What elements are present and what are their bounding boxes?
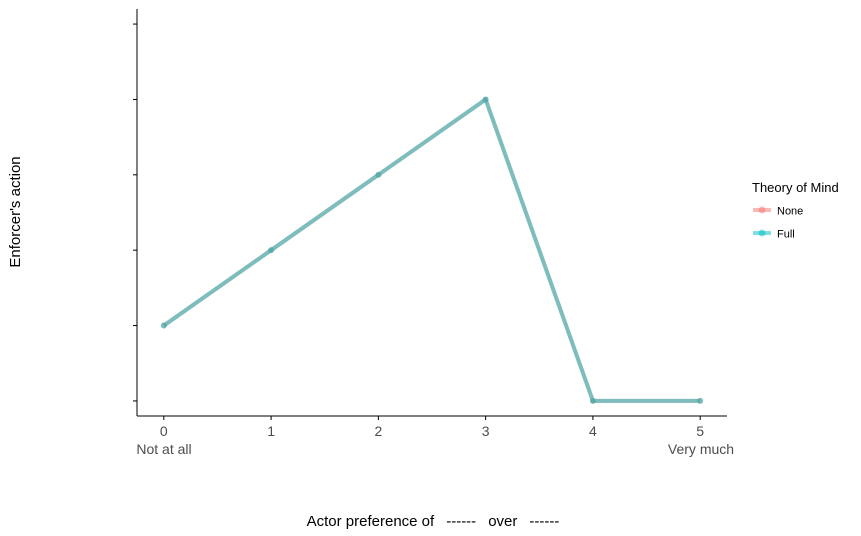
point-full-0 xyxy=(160,322,167,329)
legend-label-none: None xyxy=(777,206,803,218)
point-full-2 xyxy=(375,171,382,178)
point-full-1 xyxy=(268,247,275,254)
x-endpoint-label-low: Not at all xyxy=(136,441,191,457)
legend-entry-full: Full xyxy=(753,229,795,241)
x-tick-label-3: 3 xyxy=(482,423,490,439)
x-tick-label-0: 0 xyxy=(160,423,168,439)
series-line-none xyxy=(162,97,701,403)
x-tick-label-4: 4 xyxy=(589,423,597,439)
x-tick-label-1: 1 xyxy=(267,423,275,439)
x-tick-label-5: 5 xyxy=(696,423,704,439)
point-full-4 xyxy=(589,397,596,404)
x-tick-label-2: 2 xyxy=(374,423,382,439)
point-full-5 xyxy=(697,397,704,404)
legend: Theory of Mind None Full xyxy=(752,180,839,241)
x-axis-title-blank-1: ------ xyxy=(446,513,476,530)
x-axis-title-prefix: Actor preference of xyxy=(307,513,435,530)
series-layer xyxy=(160,96,704,404)
x-endpoint-label-high: Very much xyxy=(668,441,734,457)
x-axis-title: Actor preference of ------ over ------ xyxy=(307,513,560,530)
y-axis-title: Enforcer's action xyxy=(7,156,24,267)
legend-key-point-full xyxy=(758,229,766,237)
legend-title: Theory of Mind xyxy=(752,180,839,195)
x-axis-ticks: 0 1 2 3 4 5 xyxy=(160,416,704,439)
x-axis-title-blank-2: ------ xyxy=(529,513,559,530)
series-line-full xyxy=(162,97,701,403)
y-axis-ticks xyxy=(133,23,137,402)
legend-label-full: Full xyxy=(777,229,795,241)
legend-key-point-none xyxy=(758,206,766,214)
x-axis-title-middle: over xyxy=(488,513,517,530)
legend-entry-none: None xyxy=(753,206,803,218)
point-full-3 xyxy=(482,96,489,103)
